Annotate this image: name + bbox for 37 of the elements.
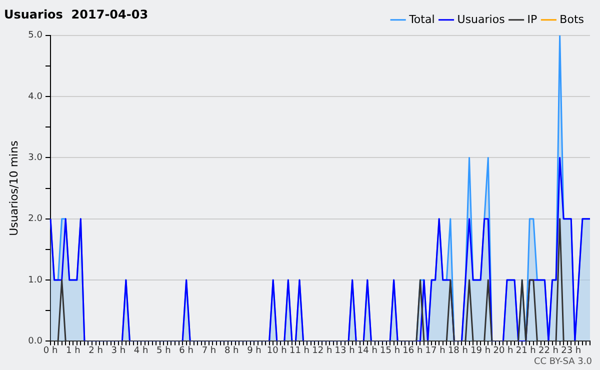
legend-label: Total <box>408 12 435 26</box>
x-tick-label: 7 h <box>202 346 216 356</box>
y-axis-title: Usuarios/10 mins <box>7 140 20 236</box>
y-tick-label: 0.0 <box>28 336 43 347</box>
x-tick-label: 11 h <box>289 346 310 356</box>
x-tick-label: 4 h <box>134 346 148 356</box>
x-tick-label: 10 h <box>266 346 287 356</box>
x-tick-label: 1 h <box>66 346 80 356</box>
x-tick-label: 2 h <box>88 346 103 356</box>
y-tick-label: 3.0 <box>28 153 43 164</box>
y-tick-label: 2.0 <box>28 214 43 224</box>
chart-title: Usuarios 2017-04-03 <box>4 7 148 22</box>
text: CC BY-SA 3.0 <box>534 356 592 367</box>
x-tick-label: 3 h <box>111 346 126 356</box>
y-tick-label: 5.0 <box>28 30 43 41</box>
legend-label: Usuarios <box>457 12 506 26</box>
y-tick-label: 4.0 <box>28 92 43 102</box>
x-tick-label: 13 h <box>334 346 355 356</box>
x-tick-label: 9 h <box>247 346 262 356</box>
x-tick-label: 15 h <box>380 346 400 356</box>
x-tick-label: 18 h <box>448 346 468 356</box>
x-tick-label: 22 h <box>538 346 559 356</box>
x-tick-label: 12 h <box>312 346 332 356</box>
x-tick-label: 23 h <box>561 346 582 356</box>
y-tick-label: 1.0 <box>28 275 43 286</box>
x-tick-label: 17 h <box>425 346 446 356</box>
x-tick-label: 14 h <box>357 346 378 356</box>
legend-label: IP <box>527 12 538 26</box>
legend-label: Bots <box>560 12 584 26</box>
x-tick-label: 16 h <box>402 346 423 356</box>
x-tick-label: 21 h <box>516 346 536 356</box>
x-tick-label: 0 h <box>43 346 58 356</box>
x-tick-label: 6 h <box>179 346 194 356</box>
x-tick-label: 20 h <box>493 346 514 356</box>
x-tick-label: 8 h <box>224 346 239 356</box>
x-tick-label: 5 h <box>156 346 171 356</box>
x-tick-label: 19 h <box>470 346 491 356</box>
